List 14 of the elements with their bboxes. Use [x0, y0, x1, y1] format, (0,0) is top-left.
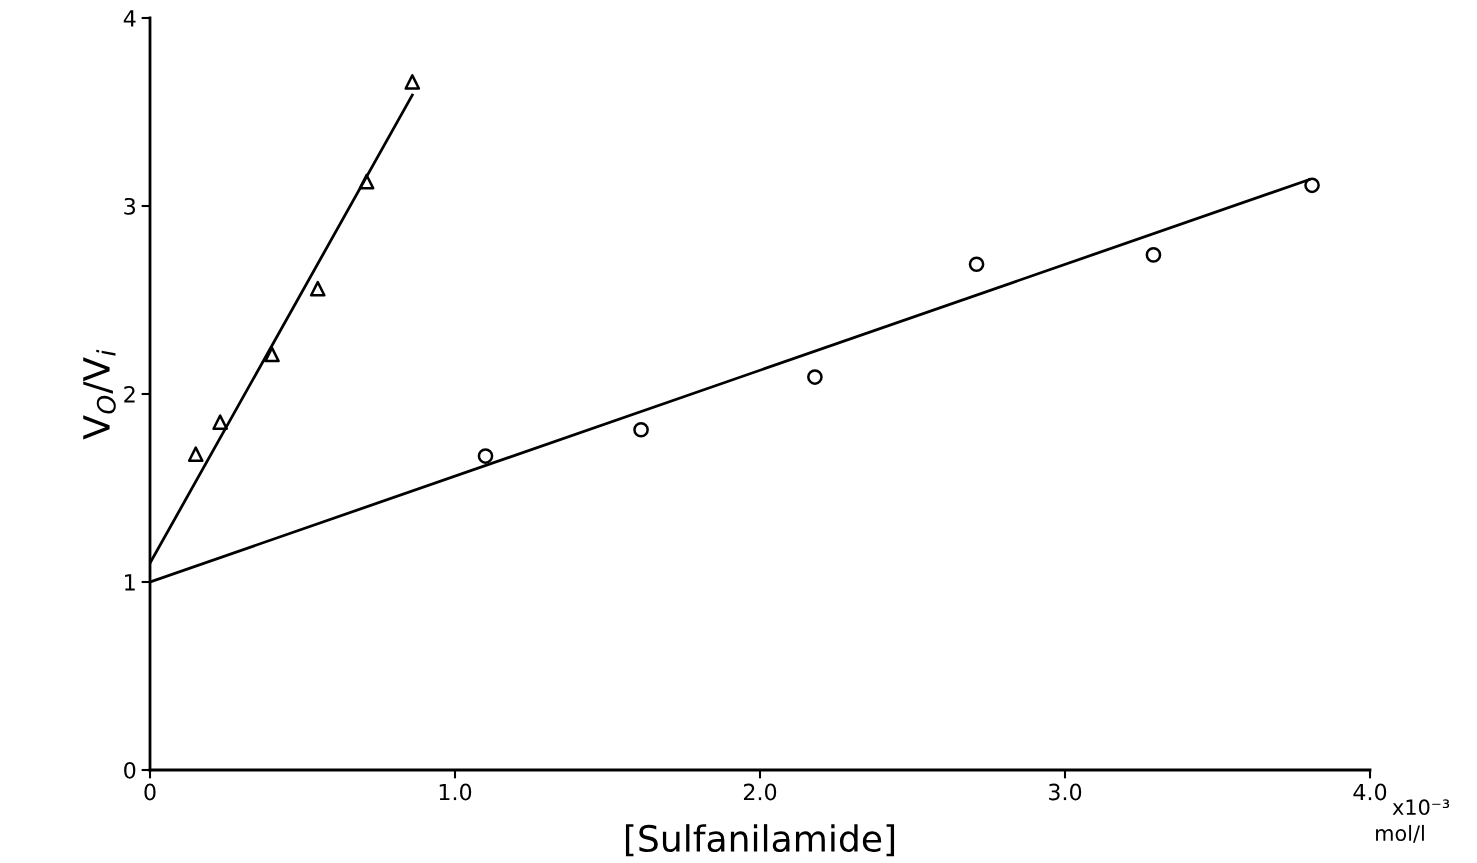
x-axis-title: [Sulfanilamide]	[625, 824, 895, 857]
y-tick-label: 1	[125, 574, 135, 591]
text: x10⁻³	[1392, 799, 1450, 816]
x-tick-label: 2.0	[743, 783, 777, 801]
y-tick-label: 0	[124, 761, 136, 779]
x-tick-label: 3.0	[1049, 783, 1082, 801]
x-tick-label: 0	[144, 783, 156, 801]
y-tick-label: 2	[124, 385, 135, 403]
x-tick-label: 1.0	[439, 783, 472, 801]
y-axis-title: V$_{O}$/V$_{i}$	[83, 349, 116, 440]
text: mol/l	[1376, 824, 1424, 843]
x-tick-label: 4.0	[1353, 783, 1387, 801]
y-tick-label: 3	[124, 197, 136, 215]
y-tick-label: 4	[123, 10, 136, 27]
